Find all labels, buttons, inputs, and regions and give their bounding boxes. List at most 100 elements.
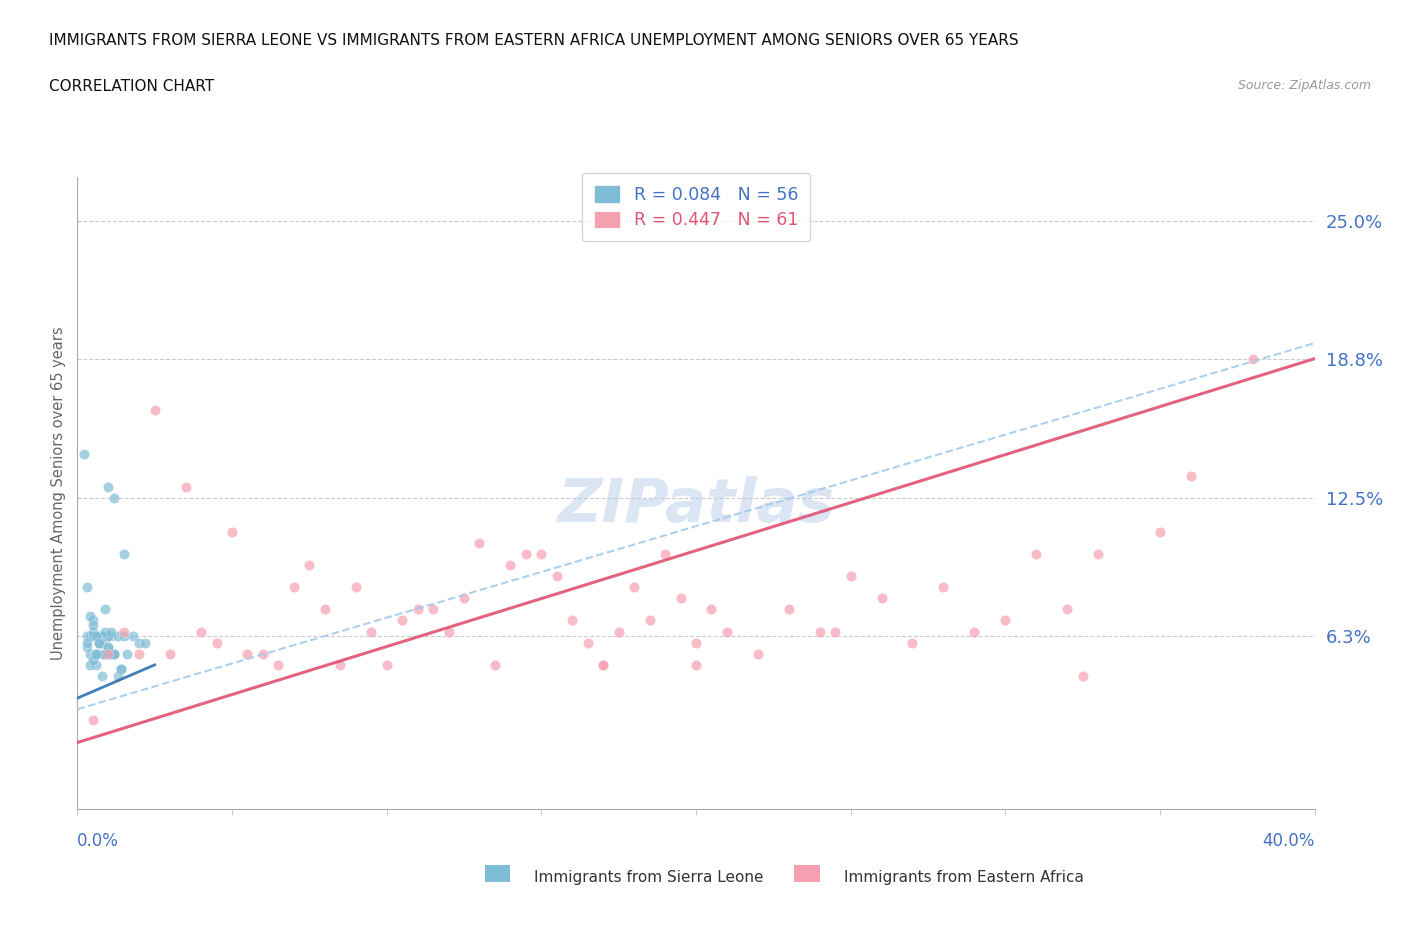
Point: [91, 669, 114, 684]
Text: IMMIGRANTS FROM SIERRA LEONE VS IMMIGRANTS FROM EASTERN AFRICA UNEMPLOYMENT AMON: IMMIGRANTS FROM SIERRA LEONE VS IMMIGRAN…: [49, 33, 1019, 47]
Point: [91, 629, 114, 644]
Point: [391, 613, 413, 628]
Point: [623, 579, 645, 594]
Point: [329, 658, 352, 672]
Point: [484, 658, 506, 672]
Legend: R = 0.084   N = 56, R = 0.447   N = 61: R = 0.084 N = 56, R = 0.447 N = 61: [582, 173, 810, 242]
Point: [76, 629, 98, 644]
Point: [963, 624, 986, 639]
Point: [82, 713, 104, 728]
Point: [669, 591, 692, 605]
Point: [94, 646, 117, 661]
Point: [592, 658, 614, 672]
Point: [112, 629, 135, 644]
Point: [700, 602, 723, 617]
Point: [91, 629, 114, 644]
Point: [79, 629, 101, 644]
Point: [870, 591, 893, 605]
Text: Immigrants from Eastern Africa: Immigrants from Eastern Africa: [844, 870, 1084, 884]
Point: [87, 629, 110, 644]
Point: [1025, 547, 1047, 562]
Point: [499, 558, 522, 573]
Point: [824, 624, 846, 639]
Point: [115, 646, 138, 661]
Point: [107, 629, 129, 644]
Point: [82, 618, 104, 632]
Point: [79, 608, 101, 623]
Point: [103, 491, 125, 506]
Point: [1241, 352, 1264, 366]
Point: [134, 635, 156, 650]
Point: [159, 646, 181, 661]
Point: [344, 579, 367, 594]
Point: [128, 635, 150, 650]
Point: [576, 635, 599, 650]
Point: [97, 629, 120, 644]
Point: [174, 480, 197, 495]
Text: Source: ZipAtlas.com: Source: ZipAtlas.com: [1237, 79, 1371, 92]
Point: [561, 613, 583, 628]
Point: [97, 640, 120, 655]
Point: [1087, 547, 1109, 562]
Y-axis label: Unemployment Among Seniors over 65 years: Unemployment Among Seniors over 65 years: [51, 326, 66, 659]
Point: [79, 658, 101, 672]
Point: [112, 624, 135, 639]
Point: [128, 646, 150, 661]
Point: [1149, 525, 1171, 539]
Point: [76, 640, 98, 655]
Text: ZIPatlas: ZIPatlas: [557, 476, 835, 535]
Point: [82, 613, 104, 628]
Point: [91, 635, 114, 650]
Point: [94, 646, 117, 661]
Point: [1180, 469, 1202, 484]
Point: [530, 547, 553, 562]
Point: [267, 658, 290, 672]
Point: [82, 653, 104, 668]
Point: [360, 624, 382, 639]
Point: [221, 525, 243, 539]
Point: [205, 635, 228, 650]
Point: [654, 547, 676, 562]
Point: [638, 613, 661, 628]
Point: [143, 403, 166, 418]
Point: [84, 646, 107, 661]
Point: [94, 602, 117, 617]
Point: [87, 635, 110, 650]
Point: [103, 646, 125, 661]
Point: [79, 646, 101, 661]
Point: [592, 658, 614, 672]
Point: [97, 640, 120, 655]
Point: [932, 579, 955, 594]
Point: [87, 629, 110, 644]
Point: [97, 646, 120, 661]
Point: [87, 635, 110, 650]
Point: [84, 658, 107, 672]
Text: 0.0%: 0.0%: [77, 832, 120, 850]
Point: [110, 662, 132, 677]
Point: [87, 635, 110, 650]
Point: [122, 629, 145, 644]
Point: [84, 646, 107, 661]
Point: [1056, 602, 1078, 617]
Point: [84, 646, 107, 661]
Point: [100, 646, 122, 661]
Text: 40.0%: 40.0%: [1263, 832, 1315, 850]
Point: [107, 669, 129, 684]
Point: [100, 629, 122, 644]
Point: [901, 635, 924, 650]
Point: [778, 602, 800, 617]
Point: [252, 646, 274, 661]
Point: [298, 558, 321, 573]
Point: [94, 624, 117, 639]
Point: [685, 635, 707, 650]
Point: [468, 536, 491, 551]
Point: [453, 591, 475, 605]
Point: [607, 624, 630, 639]
Point: [100, 624, 122, 639]
Point: [84, 629, 107, 644]
Point: [437, 624, 460, 639]
Point: [97, 480, 120, 495]
Point: [375, 658, 398, 672]
Point: [100, 646, 122, 661]
Point: [190, 624, 212, 639]
